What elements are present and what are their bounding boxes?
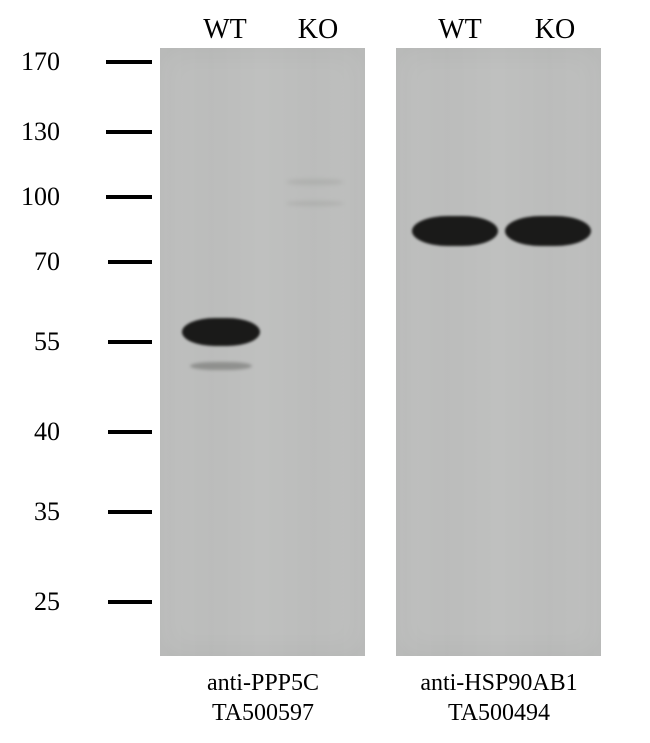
left-ko-header: KO [283, 14, 353, 46]
ppp5c-wt-faint-lower [190, 362, 252, 370]
tick-170 [106, 60, 152, 64]
blot-panel-hsp90 [396, 48, 601, 656]
tick-35 [108, 510, 152, 514]
ppp5c-ko-ghost-90 [286, 201, 344, 206]
caption-ppp5c-line1: anti-PPP5C [158, 668, 368, 698]
mw-25: 25 [4, 587, 60, 617]
ppp5c-wt-band [182, 318, 260, 346]
left-wt-header: WT [190, 14, 260, 46]
lane-shade-ko-r [498, 48, 601, 656]
tick-100 [106, 195, 152, 199]
caption-ppp5c: anti-PPP5C TA500597 [158, 668, 368, 728]
hsp90-ko-band [505, 216, 591, 246]
western-blot-figure: 170 130 100 70 55 40 35 25 WT KO WT KO [0, 0, 650, 743]
hsp90-wt-band [412, 216, 498, 246]
caption-hsp90-line2: TA500494 [394, 698, 604, 728]
lane-shade-ko [262, 48, 365, 656]
caption-ppp5c-line2: TA500597 [158, 698, 368, 728]
right-wt-header: WT [425, 14, 495, 46]
tick-70 [108, 260, 152, 264]
mw-130: 130 [4, 117, 60, 147]
tick-25 [108, 600, 152, 604]
mw-100: 100 [4, 182, 60, 212]
caption-hsp90: anti-HSP90AB1 TA500494 [394, 668, 604, 728]
mw-70: 70 [4, 247, 60, 277]
mw-55: 55 [4, 327, 60, 357]
ppp5c-ko-ghost-100 [286, 179, 344, 185]
tick-40 [108, 430, 152, 434]
mw-170: 170 [4, 47, 60, 77]
mw-40: 40 [4, 417, 60, 447]
right-ko-header: KO [520, 14, 590, 46]
mw-35: 35 [4, 497, 60, 527]
blot-panel-ppp5c [160, 48, 365, 656]
lane-shade-wt-r [396, 48, 498, 656]
tick-55 [108, 340, 152, 344]
caption-hsp90-line1: anti-HSP90AB1 [394, 668, 604, 698]
lane-shade-wt [160, 48, 262, 656]
tick-130 [106, 130, 152, 134]
